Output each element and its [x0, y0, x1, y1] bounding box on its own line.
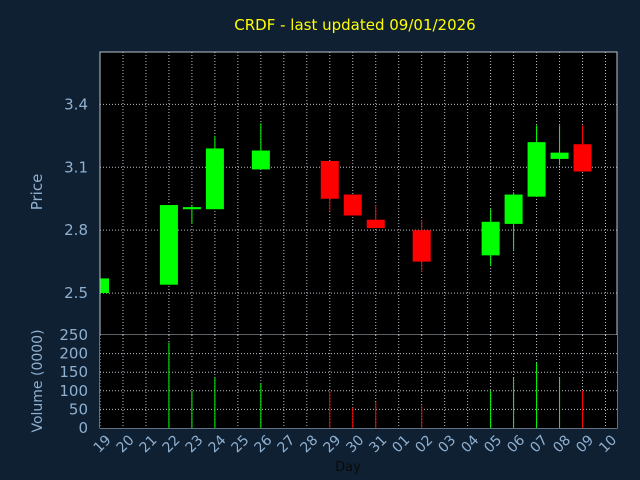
- candle-body: [366, 219, 385, 229]
- volume-tick-label: 50: [69, 400, 88, 418]
- price-axis-label: Price: [28, 174, 46, 211]
- candle-body: [550, 152, 569, 159]
- candle-body: [527, 142, 546, 197]
- volume-tick-label: 150: [59, 363, 88, 381]
- candle-body: [159, 205, 178, 285]
- candle-body: [343, 194, 362, 216]
- x-tick-labels: 19 20 21 22 23 24 25 26 27 28 29 30 31 01 02 03 04 05 06 07…: [91, 432, 620, 456]
- volume-tick-label: 0: [78, 419, 88, 437]
- volume-axis-label: Volume (0000): [30, 329, 46, 432]
- candle-body: [182, 207, 201, 210]
- candle-body: [412, 230, 431, 262]
- price-tick-label: 2.5: [64, 284, 88, 302]
- candle-body: [481, 221, 500, 256]
- candle-body: [251, 150, 270, 170]
- volume-plot-area: [100, 335, 617, 428]
- volume-tick-label: 100: [59, 382, 88, 400]
- price-panel: 2.5 2.8 3.1 3.4: [64, 51, 618, 429]
- candle-body: [504, 194, 523, 224]
- x-axis-label: Day: [335, 460, 361, 475]
- price-tick-label: 3.4: [64, 95, 88, 113]
- candle-body: [100, 278, 109, 294]
- volume-tick-label: 200: [59, 345, 88, 363]
- volume-tick-label: 250: [59, 326, 88, 344]
- price-tick-label: 2.8: [64, 221, 88, 239]
- candle-body: [205, 148, 224, 210]
- chart-title: CRDF - last updated 09/01/2026: [234, 16, 475, 34]
- candle-body: [320, 161, 339, 199]
- candle-body: [573, 144, 592, 172]
- price-tick-label: 3.1: [64, 158, 88, 176]
